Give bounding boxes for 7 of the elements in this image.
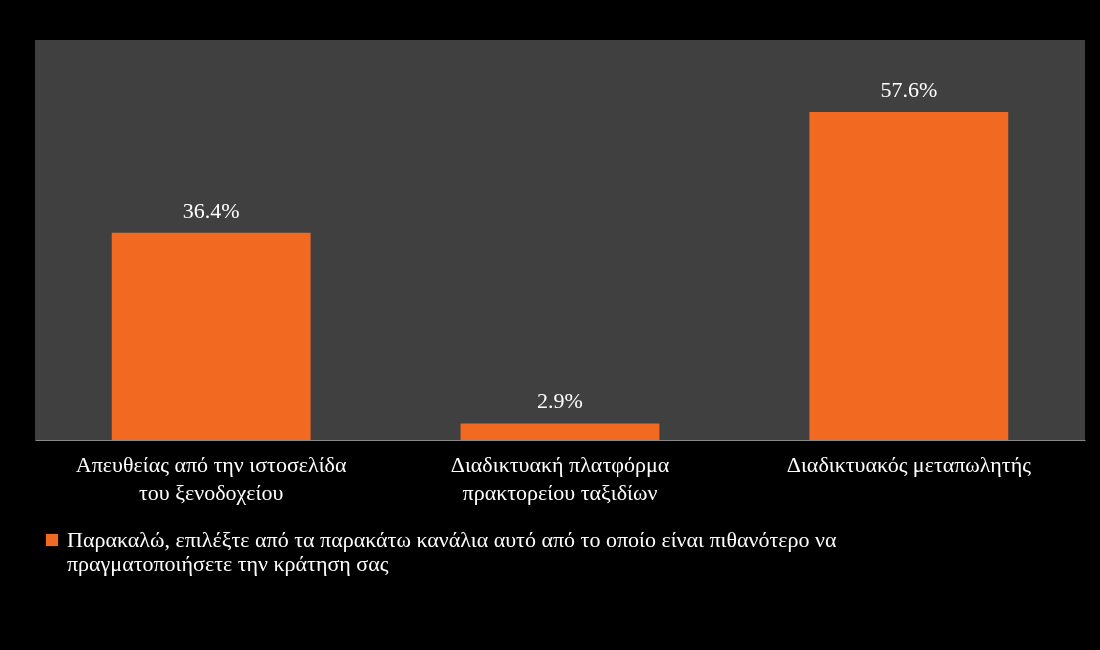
data-label: 2.9%: [537, 388, 583, 414]
x-tick-label: Διαδικτυακή πλατφόρμα πρακτορείου ταξιδίων: [450, 451, 670, 505]
x-tick-label: Απευθείας από την ιστοσελίδα του ξενοδοχείου: [75, 451, 347, 505]
data-label: 36.4%: [182, 197, 240, 223]
x-tick-label: Διαδικτυακός μεταπωλητής: [786, 451, 1032, 477]
data-label: 57.6%: [880, 77, 938, 102]
legend-label: Παρακαλώ, επιλέξτε από τα παρακάτω κανάλια αυτό από το οποίο είναι πιθανότερο να πραγματοποιήσετε την κράτηση σας: [67, 527, 838, 576]
